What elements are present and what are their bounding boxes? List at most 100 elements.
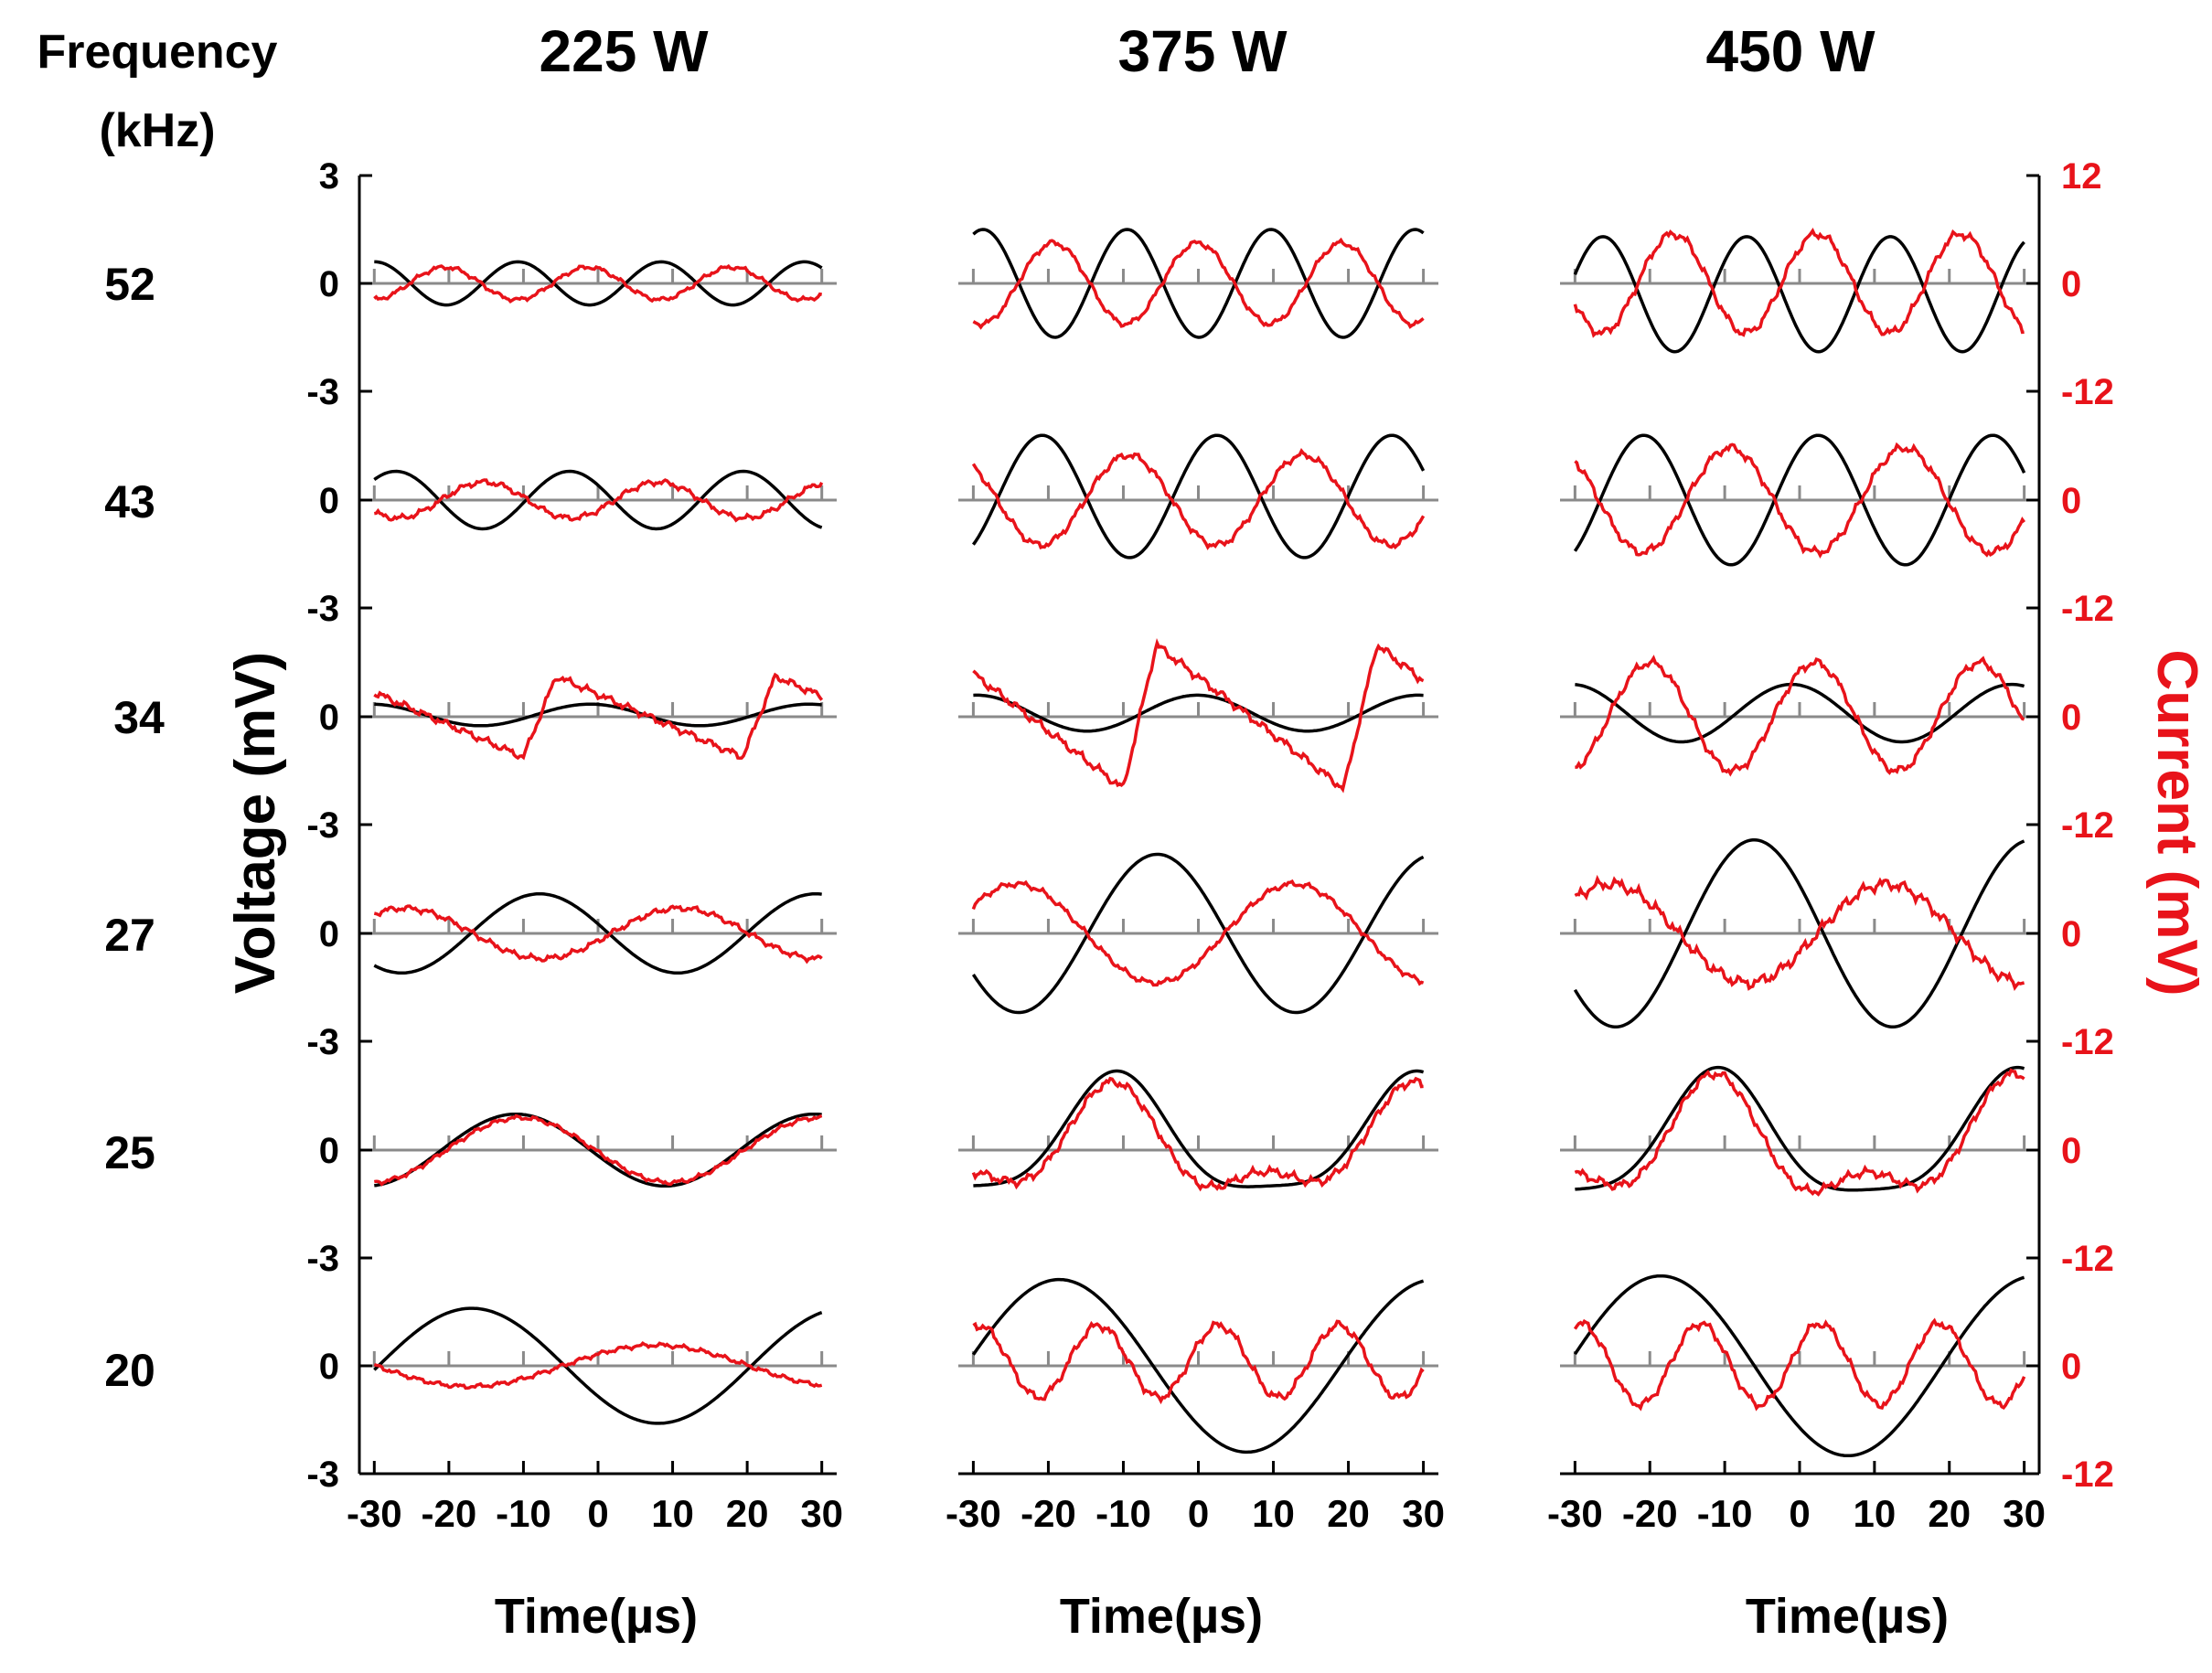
- axes-layer: 30-30-30-30-30-30-3120-120-120-120-120-1…: [306, 156, 2113, 1535]
- time-tick-label: 30: [2003, 1492, 2046, 1535]
- current-series: [1575, 655, 2025, 777]
- voltage-series: [1575, 682, 2025, 744]
- voltage-series: [1573, 837, 2025, 1029]
- y-axis-title-voltage: Voltage (mV): [224, 652, 287, 994]
- voltage-tick-label: 0: [319, 481, 339, 521]
- time-tick-label: -30: [347, 1492, 402, 1535]
- row-frequency-labels: 52 43 34 27 25 20: [104, 259, 165, 1396]
- time-tick-label: 0: [1188, 1492, 1209, 1535]
- time-tick-label: -20: [1021, 1492, 1076, 1535]
- time-tick-label: 20: [1327, 1492, 1370, 1535]
- voltage-series: [374, 1112, 822, 1188]
- x-axis-title-375w: Time(µs): [1060, 1589, 1263, 1644]
- current-series: [1573, 1317, 2026, 1412]
- voltage-series: [973, 1069, 1425, 1188]
- current-tick-label: -12: [2061, 1022, 2114, 1062]
- current-series: [972, 638, 1425, 794]
- voltage-series: [374, 260, 823, 307]
- panel-34khz-2: [958, 638, 1438, 794]
- frequency-header: Frequency (kHz): [37, 26, 278, 157]
- voltage-tick-label: -3: [306, 1455, 339, 1495]
- x-axis-titles: Time(µs) Time(µs) Time(µs): [495, 1589, 1949, 1644]
- panel-43khz-3: [1560, 433, 2039, 567]
- voltage-series: [972, 228, 1425, 339]
- time-tick-label: -10: [1095, 1492, 1151, 1535]
- panel-27khz-2: [958, 852, 1438, 1015]
- current-series: [972, 237, 1425, 330]
- current-series: [1574, 874, 2025, 992]
- time-tick-label: 10: [1252, 1492, 1295, 1535]
- row-label-20: 20: [104, 1345, 155, 1396]
- current-series: [1573, 228, 2025, 338]
- panel-27khz-1: [359, 891, 837, 975]
- column-title-375w: 375 W: [1118, 18, 1288, 84]
- voltage-tick-label: 0: [319, 1131, 339, 1171]
- current-tick-label: -12: [2061, 1239, 2114, 1279]
- time-tick-label: 0: [1789, 1492, 1810, 1535]
- time-tick-label: 30: [800, 1492, 843, 1535]
- current-series: [972, 1319, 1425, 1405]
- voltage-tick-label: 3: [319, 156, 339, 197]
- voltage-series: [373, 1306, 823, 1425]
- time-tick-label: -20: [422, 1492, 477, 1535]
- current-series: [373, 904, 823, 964]
- current-tick-label: -12: [2061, 1455, 2114, 1495]
- time-tick-label: -10: [1697, 1492, 1753, 1535]
- time-tick-label: -30: [946, 1492, 1001, 1535]
- current-series: [971, 448, 1426, 550]
- time-tick-label: 20: [726, 1492, 769, 1535]
- panel-20khz-1: [359, 1306, 837, 1425]
- x-axis-title-225w: Time(µs): [495, 1589, 698, 1644]
- x-axis-title-450w: Time(µs): [1746, 1589, 1949, 1644]
- current-series: [373, 1114, 823, 1187]
- panel-52khz-1: [359, 260, 837, 307]
- column-titles: 225 W 375 W 450 W: [540, 18, 1876, 84]
- current-series: [373, 263, 823, 304]
- row-label-34: 34: [113, 692, 165, 743]
- time-tick-label: 30: [1402, 1492, 1445, 1535]
- current-tick-label: -12: [2061, 805, 2114, 846]
- time-tick-label: 10: [1854, 1492, 1897, 1535]
- panel-27khz-3: [1560, 837, 2039, 1029]
- panel-25khz-2: [958, 1069, 1438, 1192]
- panel-20khz-2: [958, 1277, 1438, 1455]
- voltage-series: [973, 693, 1424, 733]
- current-series: [374, 478, 824, 523]
- voltage-tick-label: 0: [319, 698, 339, 738]
- frequency-header-line2: (kHz): [99, 104, 215, 157]
- panel-34khz-1: [359, 672, 837, 761]
- current-tick-label: -12: [2061, 372, 2114, 412]
- voltage-tick-label: -3: [306, 589, 339, 629]
- voltage-series: [971, 1277, 1425, 1455]
- current-series: [971, 1076, 1424, 1192]
- voltage-series: [971, 433, 1426, 559]
- voltage-tick-label: 0: [319, 264, 339, 304]
- time-tick-label: 20: [1928, 1492, 1971, 1535]
- voltage-tick-label: -3: [306, 805, 339, 846]
- current-tick-label: 0: [2061, 914, 2081, 954]
- row-label-52: 52: [104, 259, 155, 310]
- time-tick-label: -20: [1622, 1492, 1678, 1535]
- row-label-27: 27: [104, 910, 155, 961]
- panel-25khz-3: [1560, 1065, 2039, 1197]
- current-tick-label: 0: [2061, 1347, 2081, 1387]
- time-tick-label: -10: [496, 1492, 551, 1535]
- voltage-series: [1573, 1273, 2025, 1458]
- current-series: [373, 1341, 823, 1391]
- current-series: [1574, 1068, 2025, 1197]
- current-tick-label: 0: [2061, 1131, 2081, 1171]
- voltage-series: [373, 469, 823, 531]
- panel-25khz-1: [359, 1112, 837, 1188]
- current-tick-label: 12: [2061, 156, 2102, 197]
- voltage-series: [1573, 235, 2025, 354]
- current-tick-label: 0: [2061, 698, 2081, 738]
- waveform-panels: [359, 228, 2039, 1458]
- current-series: [1574, 442, 2026, 559]
- current-series: [373, 672, 824, 761]
- current-series: [971, 879, 1425, 987]
- current-tick-label: 0: [2061, 481, 2081, 521]
- voltage-tick-label: -3: [306, 1022, 339, 1062]
- panel-52khz-2: [958, 228, 1438, 339]
- voltage-series: [1575, 1065, 2025, 1192]
